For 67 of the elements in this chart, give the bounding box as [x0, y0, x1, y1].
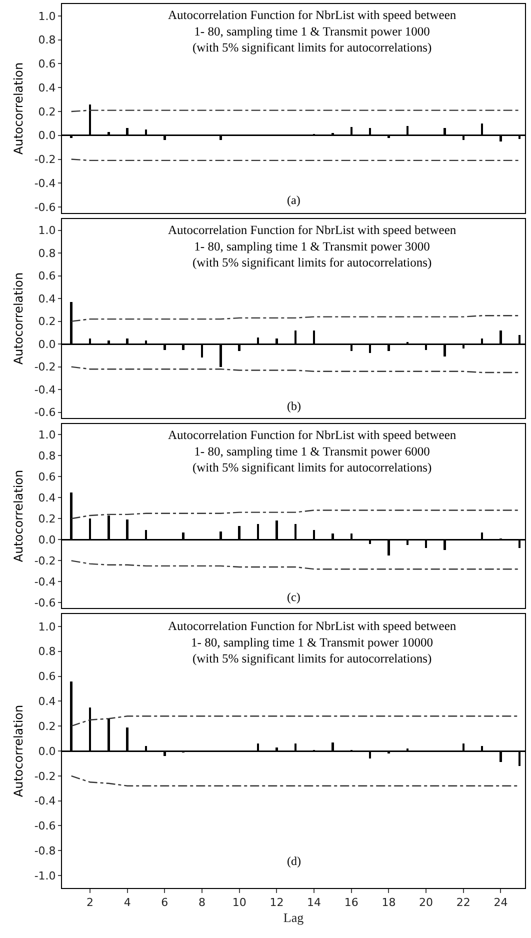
x-tick-label: 18: [382, 896, 396, 910]
y-tick-label: 0.2: [38, 512, 56, 526]
y-tick-label: -0.2: [34, 770, 56, 783]
x-tick-label: 20: [419, 896, 434, 910]
y-tick-label: -0.2: [34, 360, 56, 374]
y-tick-label: 0.0: [38, 744, 56, 758]
text: (with 5% significant limits for autocorrelations): [192, 40, 432, 54]
y-tick-label: -0.4: [34, 794, 56, 808]
y-axis-title: Autocorrelation: [12, 704, 26, 798]
y-tick-label: -0.4: [34, 383, 56, 396]
y-tick-label: -0.6: [34, 820, 56, 833]
x-tick-label: 16: [344, 896, 358, 910]
annotation: (d): [287, 854, 301, 868]
y-tick-label: 0.8: [38, 34, 56, 47]
y-tick-label: 0.8: [38, 246, 56, 260]
text: Autocorrelation Function for NbrList with speed between 1- 80, sampling time 1 & Transmit power 1000: [168, 8, 457, 38]
y-tick-label: 0.8: [38, 449, 56, 462]
y-tick-label: 0.8: [38, 645, 56, 658]
x-tick-label: 24: [494, 896, 508, 910]
y-tick-label: 0.6: [38, 58, 56, 71]
y-tick-label: -0.4: [34, 576, 56, 589]
y-tick-label: -0.4: [34, 176, 56, 190]
annotation: (b): [287, 399, 301, 413]
x-tick-label: 2: [86, 896, 94, 910]
x-tick-label: 14: [307, 896, 322, 910]
x-tick-label: 8: [198, 896, 206, 910]
y-axis-title: Autocorrelation: [12, 62, 26, 155]
text: (with 5% significant limits for autocorrelations): [192, 652, 432, 666]
y-axis-title: Autocorrelation: [12, 272, 26, 365]
x-tick-label: 12: [270, 896, 284, 910]
y-tick-label: 1.0: [38, 620, 56, 634]
text: Autocorrelation Function for NbrList with speed between 1- 80, sampling time 1 & Transmit power 6000: [168, 428, 457, 458]
y-tick-label: 0.6: [38, 470, 56, 484]
text: Autocorrelation Function for NbrList with speed between 1- 80, sampling time 1 & Transmit power 3000: [168, 223, 457, 254]
annotation: (a): [287, 193, 300, 207]
y-tick-label: 0.4: [38, 491, 56, 504]
y-tick-label: 0.4: [38, 292, 56, 306]
y-axis-title: Autocorrelation: [12, 470, 26, 562]
y-tick-label: 0.4: [38, 695, 56, 708]
y-tick-label: 0.2: [38, 720, 56, 733]
y-tick-label: -0.2: [34, 554, 56, 568]
y-tick-label: 1.0: [38, 428, 56, 442]
x-tick-label: 6: [161, 896, 168, 910]
y-tick-label: 1.0: [38, 224, 56, 238]
x-tick-label: 10: [232, 896, 246, 910]
y-tick-label: 0.0: [38, 338, 56, 351]
y-tick-label: 0.0: [38, 534, 56, 547]
y-tick-label: -0.6: [34, 200, 56, 214]
y-tick-label: 0.6: [38, 670, 56, 684]
y-tick-label: 0.2: [38, 105, 56, 118]
y-tick-label: 1.0: [38, 10, 56, 23]
y-tick-label: 0.6: [38, 270, 56, 283]
x-axis-title: Lag: [283, 910, 304, 925]
y-tick-label: -0.8: [34, 844, 56, 858]
y-tick-label: -0.2: [34, 153, 56, 166]
annotation: (c): [287, 590, 300, 604]
y-tick-label: -0.6: [34, 406, 56, 420]
x-tick-label: 4: [124, 896, 131, 910]
y-tick-label: 0.2: [38, 315, 56, 328]
y-tick-label: 0.0: [38, 129, 56, 142]
x-tick-label: 22: [456, 896, 470, 910]
y-tick-label: -0.6: [34, 596, 56, 610]
text: (with 5% significant limits for autocorrelations): [192, 460, 432, 474]
y-tick-label: -1.0: [34, 869, 56, 882]
y-tick-label: 0.4: [38, 81, 56, 94]
text: Autocorrelation Function for NbrList with speed between 1- 80, sampling time 1 & Transmit power 10000: [168, 619, 457, 650]
text: (with 5% significant limits for autocorrelations): [192, 256, 432, 270]
